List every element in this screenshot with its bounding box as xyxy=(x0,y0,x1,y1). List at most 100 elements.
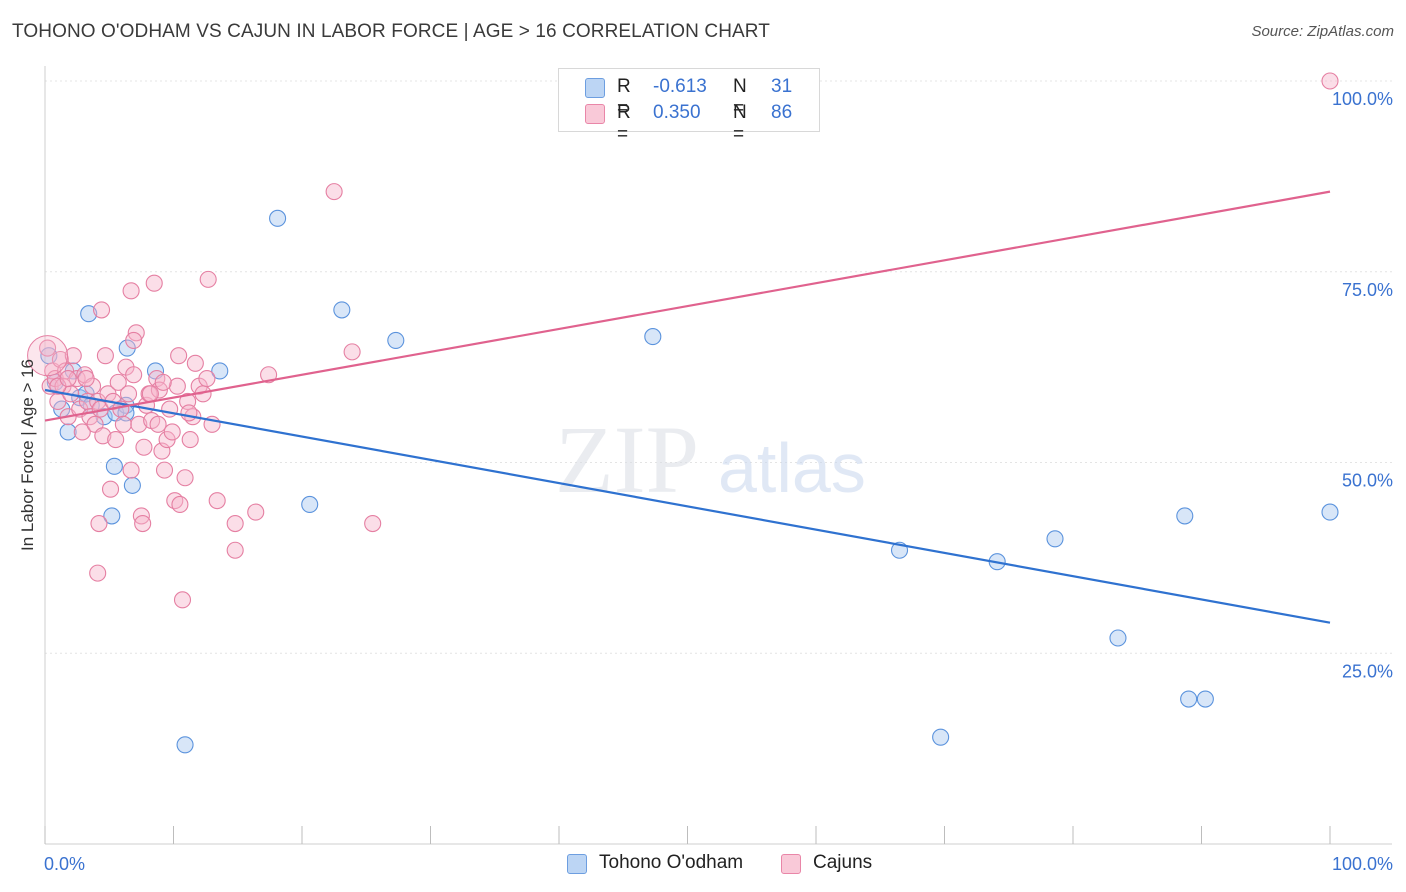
cajun-point xyxy=(59,370,77,388)
watermark-zip: ZIP xyxy=(555,406,699,513)
legend-r-label: R = xyxy=(617,102,631,145)
tohono-point xyxy=(105,457,123,475)
cajun-point xyxy=(68,370,86,388)
cajun-point xyxy=(119,385,138,403)
cajun-point xyxy=(180,404,198,422)
cajun-point xyxy=(1321,72,1339,90)
tohono-point xyxy=(176,736,194,754)
cajun-point xyxy=(122,282,140,300)
cajun-point xyxy=(90,514,108,533)
cajun-point xyxy=(64,347,82,365)
trend-layer xyxy=(44,190,1331,624)
cajun-point xyxy=(226,541,244,559)
y-tick-label: 100.0% xyxy=(1332,89,1393,109)
y-tick-label: 25.0% xyxy=(1342,661,1393,681)
bottom-legend-label-cajuns: Cajuns xyxy=(813,852,873,873)
cajun-point xyxy=(198,370,216,388)
tohono-point xyxy=(269,209,287,227)
legend-n-value: 31 xyxy=(771,76,793,97)
bottom-legend-swatch-tohono xyxy=(567,854,587,874)
cajun-point xyxy=(77,370,95,388)
chart-title: TOHONO O'ODHAM VS CAJUN IN LABOR FORCE |… xyxy=(12,21,770,42)
cajun-point xyxy=(343,343,361,361)
bottom-legend-label-tohono: Tohono O'odham xyxy=(599,852,744,873)
cajun-point xyxy=(163,423,181,441)
cajun-point xyxy=(96,347,114,365)
cajun-point xyxy=(260,366,278,384)
legend-swatch-cajuns xyxy=(585,104,605,124)
cajun-point xyxy=(247,503,265,521)
cajun-cluster-point xyxy=(27,335,69,377)
correlation-legend: R = -0.613 N = 31 R = 0.350 N = 86 xyxy=(558,68,820,145)
tohono-point xyxy=(644,328,662,346)
x-tick-label: 0.0% xyxy=(44,854,85,874)
cajun-point xyxy=(141,385,159,403)
cajun-point xyxy=(125,331,143,349)
cajun-point xyxy=(154,373,172,391)
tohono-point xyxy=(387,331,405,349)
legend-n-value: 86 xyxy=(771,102,793,123)
tohono-point xyxy=(80,305,98,323)
cajun-point xyxy=(89,564,107,582)
cajun-point xyxy=(149,415,167,433)
y-tick-label: 50.0% xyxy=(1342,471,1393,491)
tohono-point xyxy=(1180,690,1198,708)
legend-r-label: R = xyxy=(617,76,631,119)
tick-label-layer: 25.0% 50.0% 75.0% 100.0% 0.0% 100.0% xyxy=(44,89,1393,874)
cajun-point xyxy=(107,431,125,449)
y-axis-label: In Labor Force | Age > 16 xyxy=(18,358,37,552)
tohono-point xyxy=(103,507,121,525)
cajun-point xyxy=(186,354,204,372)
cajun-point xyxy=(109,373,127,391)
bottom-legend-swatch-cajuns xyxy=(781,854,801,874)
source-credit: Source: ZipAtlas.com xyxy=(1251,23,1394,40)
cajun-point xyxy=(145,274,163,292)
tohono-point xyxy=(301,495,319,514)
watermark-atlas: atlas xyxy=(718,429,866,507)
tohono-point xyxy=(123,476,141,494)
cajun-point xyxy=(73,423,91,441)
cajun-point xyxy=(114,415,132,433)
tohono-trend-line xyxy=(44,388,1331,624)
tohono-point xyxy=(333,301,351,319)
cajun-point xyxy=(155,461,174,479)
cajun-point xyxy=(135,438,153,456)
tohono-point xyxy=(211,362,229,380)
tohono-point xyxy=(1109,629,1127,647)
tohono-point xyxy=(1321,503,1339,521)
cajun-point xyxy=(181,431,199,449)
y-tick-label: 75.0% xyxy=(1342,280,1393,300)
cajun-point xyxy=(171,495,189,514)
cajun-point xyxy=(125,366,143,384)
cajun-point xyxy=(325,183,343,201)
cajun-trend-line xyxy=(44,190,1331,422)
cajun-point xyxy=(199,270,217,288)
legend-r-value: -0.613 xyxy=(653,76,707,97)
cajun-point xyxy=(170,347,188,365)
cajun-point xyxy=(176,469,194,487)
cajun-point xyxy=(92,301,111,319)
cajun-point xyxy=(364,514,382,533)
tohono-point xyxy=(932,728,950,746)
cajun-point xyxy=(122,461,140,479)
cajun-point xyxy=(134,514,152,533)
legend-n-label: N = xyxy=(733,76,747,119)
tohono-point xyxy=(59,423,77,441)
tohono-point xyxy=(1176,507,1194,525)
cajun-point xyxy=(130,415,148,433)
cajun-point xyxy=(101,480,120,498)
cajun-point xyxy=(226,514,244,533)
legend-n-label: N = xyxy=(733,102,747,145)
cajun-point xyxy=(208,492,226,510)
points-layer xyxy=(27,72,1339,754)
legend-r-value: 0.350 xyxy=(653,102,701,123)
axis-layer xyxy=(44,66,1392,845)
tohono-point xyxy=(1196,690,1214,708)
cajun-point xyxy=(94,427,112,445)
x-tick-label: 100.0% xyxy=(1332,854,1393,874)
grid-layer xyxy=(45,80,1392,654)
legend-swatch-tohono xyxy=(585,78,605,98)
cajun-point xyxy=(39,339,57,357)
cajun-point xyxy=(173,591,192,609)
